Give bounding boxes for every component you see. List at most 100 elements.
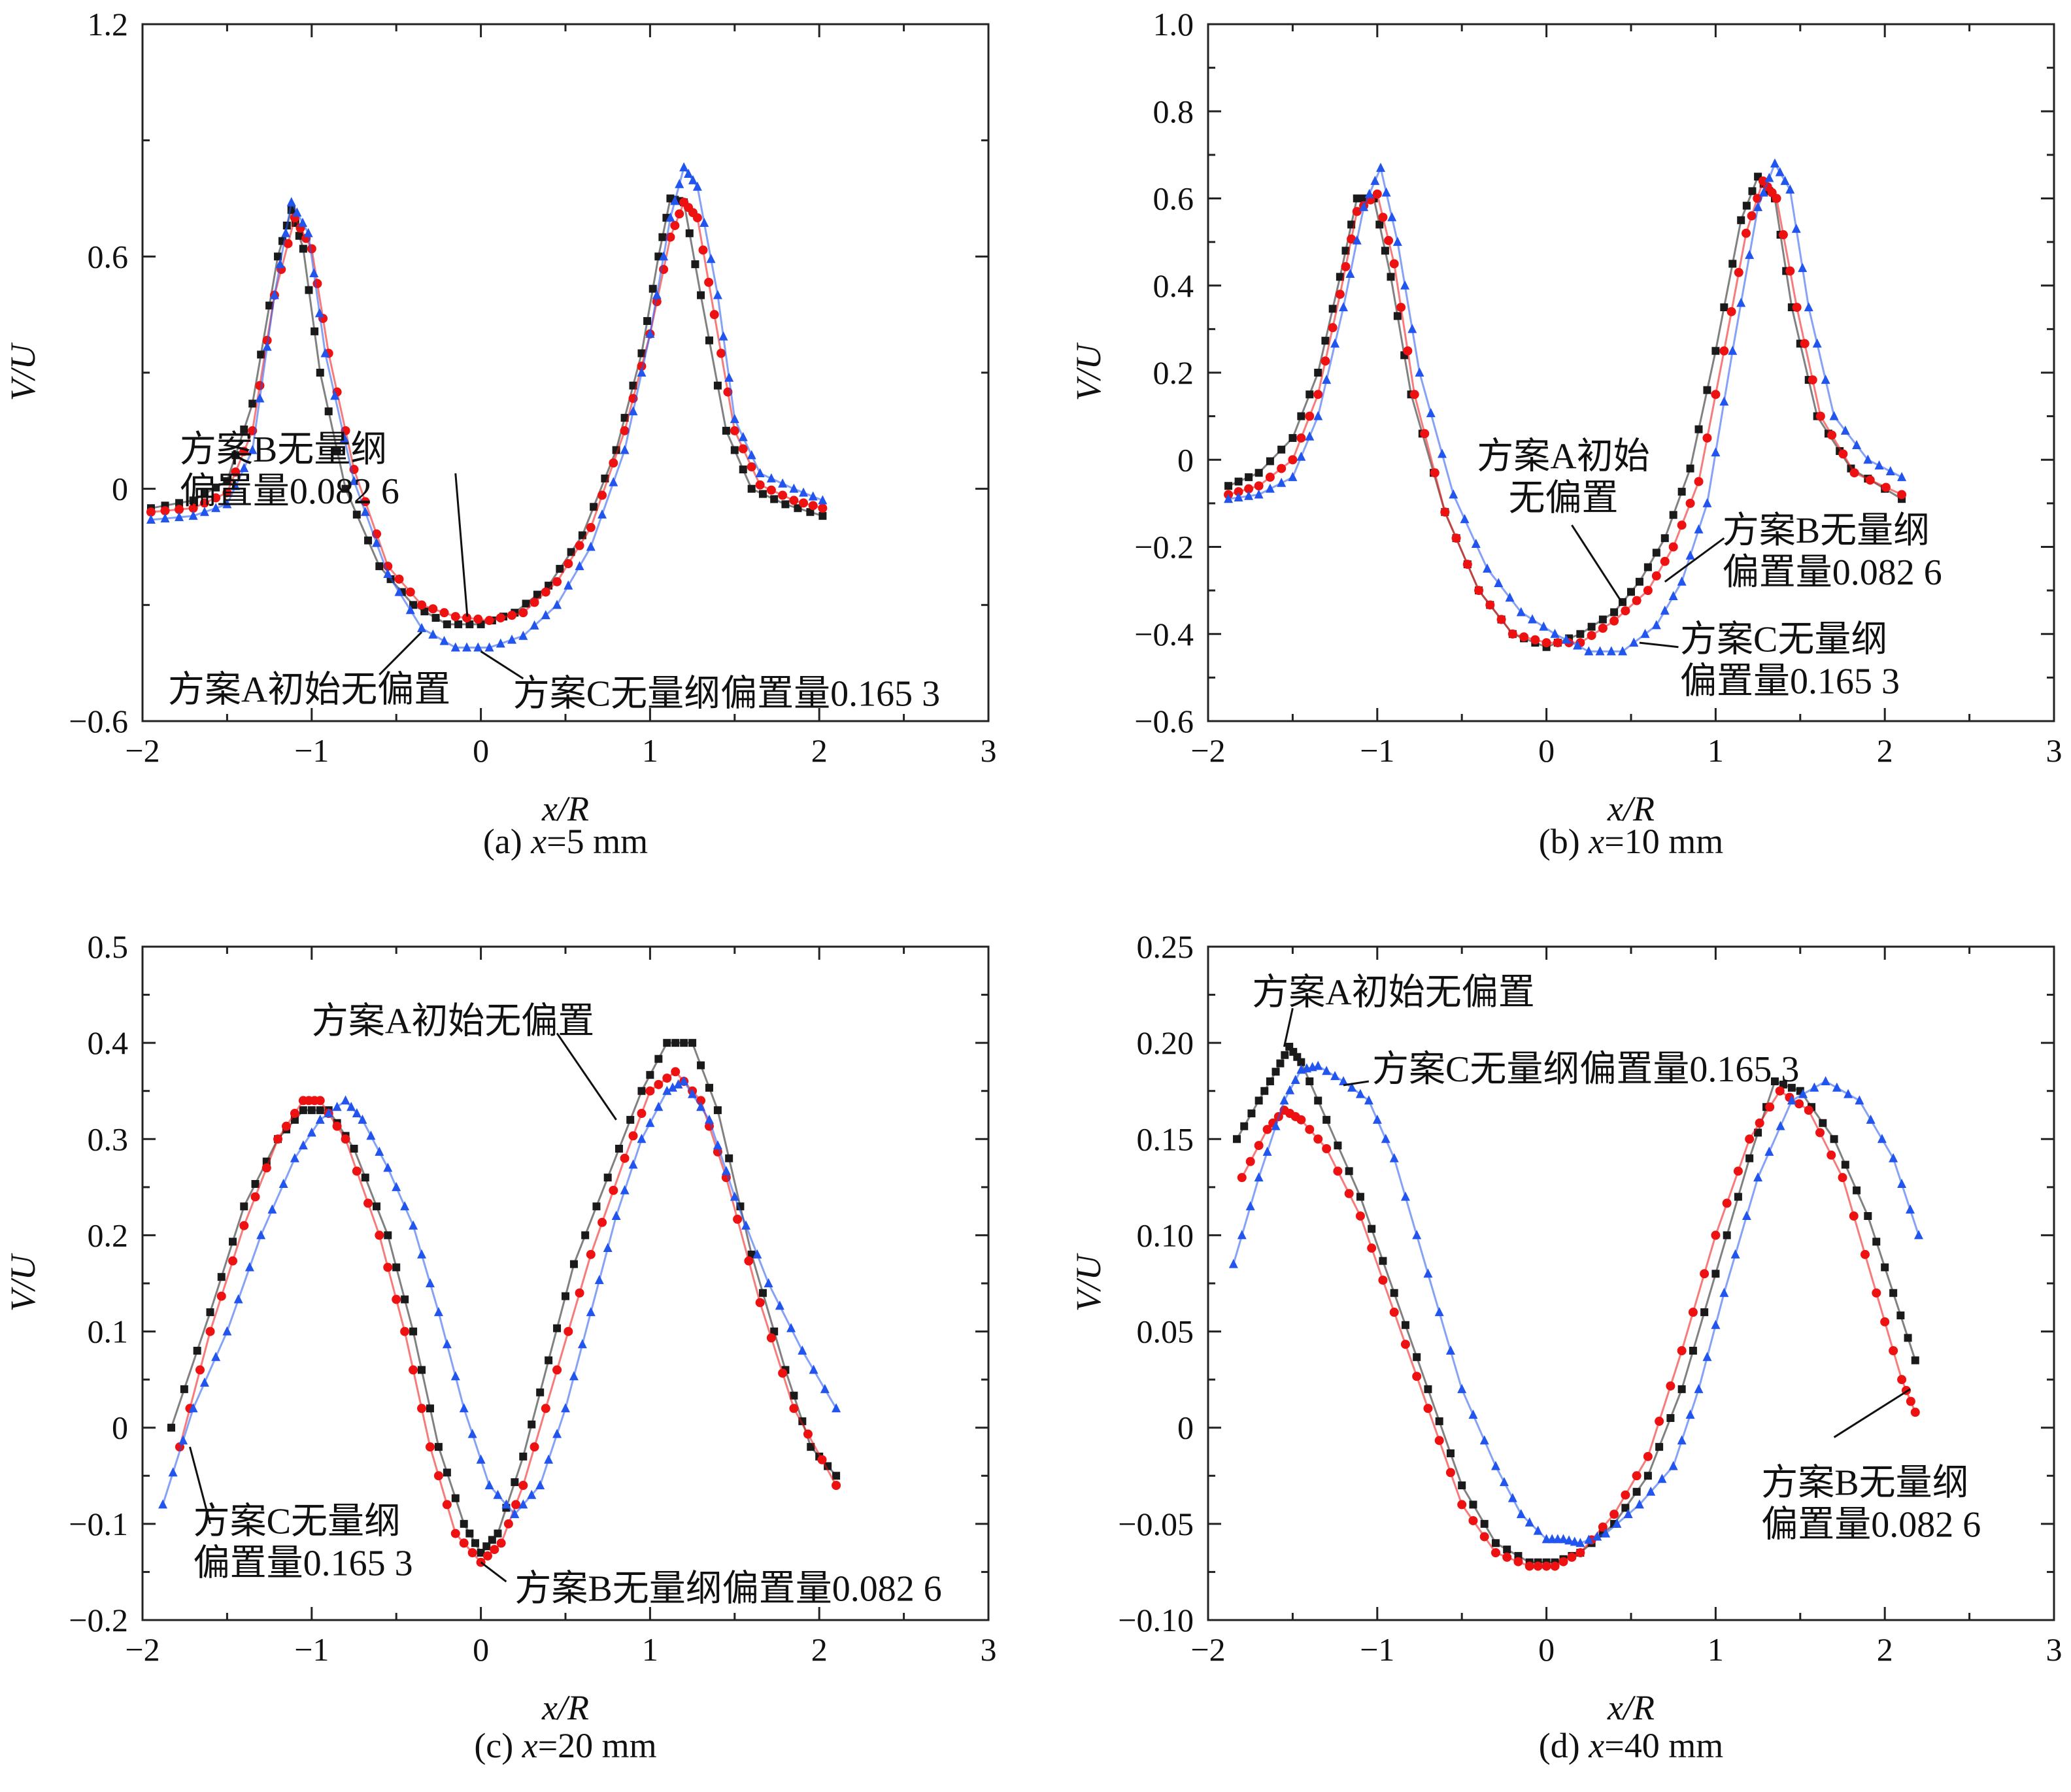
data-point <box>188 503 198 513</box>
annotation-leader <box>480 1561 507 1583</box>
data-point <box>1359 201 1369 211</box>
data-point <box>620 445 630 454</box>
data-point <box>1533 1525 1543 1535</box>
data-point <box>383 568 393 578</box>
annotation-leader <box>454 473 469 617</box>
data-point <box>528 1420 536 1429</box>
data-point <box>462 642 472 652</box>
data-point <box>503 1519 513 1529</box>
annotation: 方案B无量纲偏置量0.082 6 <box>1761 1388 1981 1546</box>
data-point <box>295 231 303 240</box>
data-point <box>581 1231 590 1240</box>
data-point <box>1339 1076 1349 1085</box>
data-point <box>1423 1404 1433 1413</box>
data-point <box>1392 237 1402 246</box>
annotation: 方案C无量纲偏置量0.165 3 <box>189 1446 413 1584</box>
data-point <box>794 504 802 513</box>
data-point <box>1889 1153 1898 1162</box>
data-point <box>620 1153 630 1163</box>
data-point <box>692 213 702 223</box>
annotation-leader <box>1283 1007 1294 1047</box>
data-point <box>1288 471 1298 481</box>
data-point <box>626 1115 635 1124</box>
data-point <box>1742 1211 1751 1220</box>
data-point <box>1330 338 1340 348</box>
data-point <box>1880 1317 1890 1327</box>
data-point <box>679 162 689 172</box>
data-point <box>1254 1141 1264 1151</box>
data-point <box>808 491 818 501</box>
data-point <box>1491 1539 1500 1547</box>
data-point <box>307 1106 316 1115</box>
data-point <box>1341 262 1351 271</box>
data-point <box>484 642 494 652</box>
data-point <box>1445 1468 1455 1478</box>
data-point <box>1655 1443 1664 1451</box>
data-point <box>724 372 734 382</box>
y-axis-label: V/U <box>1069 1253 1108 1312</box>
data-point <box>1840 425 1850 435</box>
data-point <box>1775 1086 1785 1096</box>
annotation: 方案C无量纲偏置量0.165 3 <box>1343 1049 1799 1090</box>
data-point <box>684 168 694 178</box>
data-point <box>730 414 739 424</box>
data-point <box>439 635 449 645</box>
data-point <box>352 1108 362 1118</box>
data-point <box>1874 460 1884 470</box>
data-point <box>460 1519 468 1528</box>
data-point <box>609 477 618 486</box>
data-point <box>473 642 483 652</box>
data-point <box>533 590 541 599</box>
data-point <box>1234 492 1243 501</box>
data-point <box>1666 1414 1675 1422</box>
data-point <box>309 267 319 277</box>
data-point <box>1651 571 1661 581</box>
data-point <box>809 1364 818 1374</box>
data-point <box>832 1472 841 1480</box>
data-point <box>1390 1289 1398 1297</box>
data-point <box>637 367 647 377</box>
y-tick-label: −0.2 <box>69 1602 128 1638</box>
data-point <box>1330 1071 1340 1081</box>
data-point <box>1393 312 1402 320</box>
annotation-leader <box>379 631 423 675</box>
data-point <box>1651 620 1661 630</box>
data-point <box>1685 1410 1695 1419</box>
series-line-A <box>170 1041 837 1555</box>
data-point <box>1866 1114 1876 1124</box>
x-tick-label: 2 <box>1877 732 1893 769</box>
data-point <box>1400 280 1410 290</box>
data-point <box>1561 634 1571 644</box>
data-point <box>384 1231 392 1240</box>
data-point <box>442 1500 452 1510</box>
data-point <box>488 1536 496 1544</box>
caption-prefix: (b) <box>1539 822 1589 861</box>
data-point <box>394 574 404 584</box>
data-point <box>611 1211 621 1220</box>
data-point <box>1754 1128 1762 1137</box>
data-point <box>704 277 714 287</box>
data-point <box>670 220 680 230</box>
data-point <box>409 1220 418 1230</box>
data-point <box>569 1371 579 1381</box>
data-point <box>552 577 562 586</box>
data-point <box>1378 1276 1388 1285</box>
data-point <box>662 1085 672 1095</box>
data-point <box>358 1114 367 1124</box>
data-point <box>199 1378 209 1387</box>
data-point <box>552 1365 562 1375</box>
data-point <box>299 1106 307 1115</box>
data-point <box>1333 1166 1343 1176</box>
data-point <box>1345 268 1355 278</box>
data-point <box>417 1249 427 1259</box>
data-point <box>530 598 539 607</box>
x-tick-label: 3 <box>981 1631 997 1668</box>
y-tick-label: 0.15 <box>1137 1121 1194 1157</box>
data-point <box>426 1404 434 1413</box>
x-axis-label: x/R <box>541 789 589 828</box>
data-point <box>1897 1375 1907 1385</box>
data-point <box>586 1249 596 1259</box>
data-point <box>553 1324 562 1332</box>
data-point <box>766 473 776 482</box>
y-tick-label: 0 <box>112 471 128 507</box>
